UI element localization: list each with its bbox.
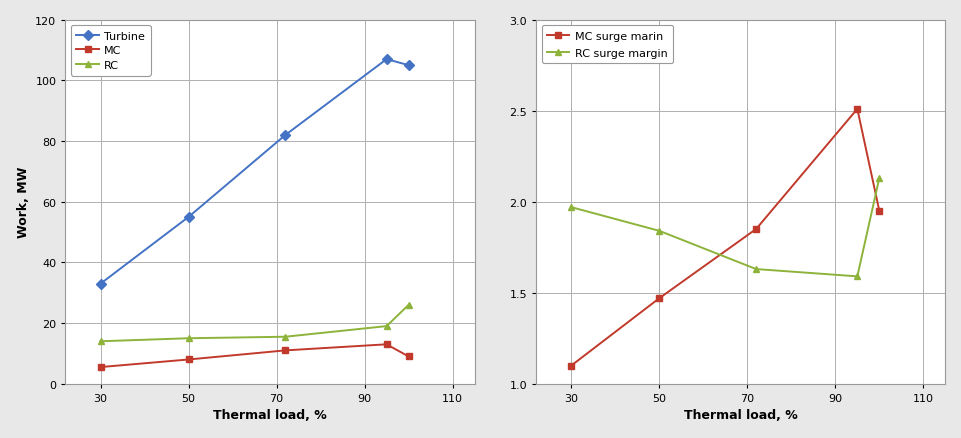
RC xyxy=(403,303,414,308)
RC surge margin xyxy=(750,267,761,272)
MC surge marin xyxy=(565,363,577,368)
MC xyxy=(280,348,291,353)
Turbine xyxy=(183,215,194,220)
MC surge marin xyxy=(653,296,664,301)
MC xyxy=(95,364,107,370)
Line: RC: RC xyxy=(97,302,411,345)
RC xyxy=(95,339,107,344)
MC surge marin xyxy=(850,107,862,112)
X-axis label: Thermal load, %: Thermal load, % xyxy=(213,408,327,421)
RC surge margin xyxy=(653,229,664,234)
Y-axis label: Work, MW: Work, MW xyxy=(16,166,30,238)
Line: MC: MC xyxy=(97,341,411,371)
Turbine xyxy=(280,133,291,138)
Line: RC surge margin: RC surge margin xyxy=(567,175,882,280)
RC xyxy=(381,324,392,329)
RC surge margin xyxy=(850,274,862,279)
MC xyxy=(381,342,392,347)
RC xyxy=(280,334,291,339)
MC surge marin xyxy=(873,208,884,214)
Turbine xyxy=(95,281,107,286)
MC xyxy=(403,354,414,359)
MC surge marin xyxy=(750,227,761,232)
Line: Turbine: Turbine xyxy=(97,57,411,287)
RC surge margin xyxy=(565,205,577,210)
RC surge margin xyxy=(873,176,884,181)
Turbine xyxy=(403,64,414,69)
X-axis label: Thermal load, %: Thermal load, % xyxy=(683,408,797,421)
Turbine xyxy=(381,57,392,63)
MC xyxy=(183,357,194,362)
RC xyxy=(183,336,194,341)
Legend: Turbine, MC, RC: Turbine, MC, RC xyxy=(71,26,151,76)
Legend: MC surge marin, RC surge margin: MC surge marin, RC surge margin xyxy=(541,26,673,64)
Line: MC surge marin: MC surge marin xyxy=(567,106,882,369)
